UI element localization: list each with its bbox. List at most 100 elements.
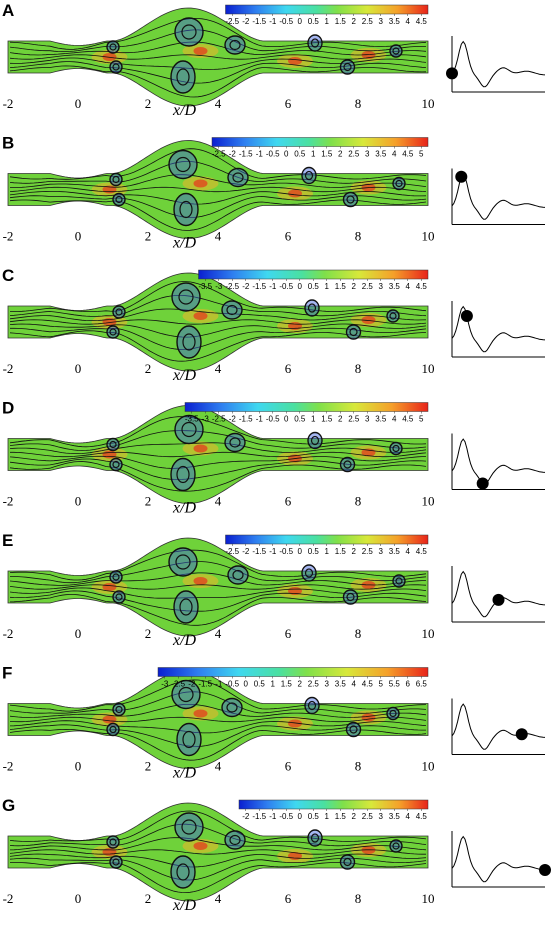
colorbar-tick-label: -2 bbox=[242, 547, 250, 556]
colorbar-tick-label: 1.5 bbox=[321, 150, 333, 159]
vortex-ring bbox=[392, 176, 406, 191]
x-tick-label: -2 bbox=[3, 361, 14, 376]
vortex-core bbox=[222, 301, 242, 319]
vortex-ring-inner bbox=[181, 421, 197, 438]
colorbar bbox=[198, 269, 429, 280]
streamline bbox=[9, 199, 427, 231]
waveform-phase-marker bbox=[492, 593, 505, 606]
streamline bbox=[9, 704, 427, 718]
vortex-ring-inner bbox=[310, 38, 320, 48]
colorbar-tick-label: 2 bbox=[352, 547, 357, 556]
streamline bbox=[9, 810, 427, 842]
colorbar-tick-label: 2 bbox=[338, 415, 343, 424]
vortex-ring-inner bbox=[392, 842, 400, 850]
x-tick-label: 10 bbox=[422, 361, 435, 376]
vortex-ring-inner bbox=[112, 573, 120, 581]
colorbar-tick-label: 3 bbox=[325, 680, 330, 689]
panel-g: G-2 0 2 4 6 8 10x/D-2 -1.5 -1 -0.5 0 0.5 1 1.5 2 2.5 3 3.… bbox=[2, 796, 551, 914]
x-tick-label: 6 bbox=[285, 229, 292, 244]
vortex-ring bbox=[168, 547, 198, 577]
vortex-ring bbox=[106, 835, 120, 849]
colorbar-tick-label: 1 bbox=[311, 150, 316, 159]
colorbar-tick-label: 4 bbox=[392, 150, 397, 159]
vessel-field bbox=[7, 537, 429, 637]
colorbar-tick-label: -3.5 bbox=[185, 415, 199, 424]
colorbar-tick-label: 4 bbox=[406, 547, 411, 556]
vortex-core bbox=[225, 36, 245, 54]
vortex-ring-inner bbox=[112, 460, 120, 469]
vortex-ring-inner bbox=[343, 857, 352, 867]
colorbar-tick-label: 0 bbox=[244, 680, 249, 689]
streamline bbox=[9, 679, 427, 712]
streamline bbox=[9, 590, 427, 612]
colorbar-tick-label: 6 bbox=[406, 680, 411, 689]
vortex-core bbox=[387, 310, 399, 322]
vortex-ring-inner bbox=[389, 709, 397, 718]
peak-velocity-core bbox=[102, 450, 117, 459]
colorbar-tick-label: -0.5 bbox=[279, 812, 293, 821]
streamline bbox=[9, 29, 426, 52]
streamline bbox=[9, 442, 427, 454]
colorbar-tick-label: 1.5 bbox=[335, 282, 347, 291]
colorbar-tick-label: 4 bbox=[392, 415, 397, 424]
vortex-core bbox=[302, 167, 316, 184]
colorbar-tick-label: -2 bbox=[229, 150, 237, 159]
colorbar-tick-label: -3 bbox=[202, 415, 210, 424]
peak-velocity-core bbox=[102, 848, 117, 856]
panel-f: F-2 0 2 4 6 8 10x/D-3 -2.5 -2 -1.5 -1 -0.5 0 0.5 1 1.5 2… bbox=[2, 664, 546, 782]
streamline bbox=[9, 319, 427, 325]
vortex-ring-inner bbox=[109, 43, 117, 51]
colorbar-tick-label: -0.5 bbox=[279, 282, 293, 291]
x-tick-label: -2 bbox=[3, 494, 14, 509]
streamline bbox=[9, 308, 427, 321]
colorbar-tick-label: -2 bbox=[188, 680, 196, 689]
peak-velocity-core bbox=[361, 713, 376, 722]
colorbar-tick-label: -1 bbox=[269, 547, 277, 556]
x-tick-label: 10 bbox=[422, 759, 435, 774]
vortex-core bbox=[175, 415, 203, 444]
vortex-ring-inner bbox=[349, 327, 358, 337]
vortex-core bbox=[172, 283, 200, 311]
colorbar-tick-label: 4.5 bbox=[416, 812, 428, 821]
vortex-ring bbox=[221, 697, 243, 718]
colorbar-tick-label: 3.5 bbox=[389, 282, 401, 291]
colorbar-tick-label: 2.5 bbox=[348, 415, 360, 424]
x-tick-label: 6 bbox=[285, 361, 292, 376]
colorbar bbox=[225, 534, 429, 545]
panel-label: G bbox=[2, 796, 15, 815]
vortex-ring-inner bbox=[175, 554, 191, 570]
vortex-core bbox=[346, 722, 361, 737]
colorbar-tick-label: -1.5 bbox=[239, 415, 253, 424]
colorbar-tick-label: 0 bbox=[298, 547, 303, 556]
colorbar-tick-label: -2.5 bbox=[225, 17, 239, 26]
x-tick-label: -2 bbox=[3, 759, 14, 774]
vortex-ring-inner bbox=[115, 705, 123, 714]
colorbar-tick-label: 1 bbox=[311, 415, 316, 424]
vortex-ring-inner bbox=[307, 303, 317, 313]
panel-label: A bbox=[2, 1, 14, 20]
vortex-ring bbox=[301, 564, 317, 582]
vortex-core bbox=[171, 856, 195, 888]
peak-velocity-core bbox=[361, 316, 376, 324]
vortex-ring-inner bbox=[112, 858, 120, 866]
colorbar-tick-label: 0.5 bbox=[308, 282, 320, 291]
vortex-ring bbox=[106, 40, 120, 54]
colorbar-tick-label: 3.5 bbox=[375, 415, 387, 424]
x-tick-label: 6 bbox=[285, 494, 292, 509]
x-tick-label: 0 bbox=[75, 891, 82, 906]
waveform-phase-marker bbox=[446, 67, 458, 80]
colorbar-tick-label: -2 bbox=[242, 812, 250, 821]
colorbar-tick-label: 4.5 bbox=[416, 282, 428, 291]
vortex-ring bbox=[168, 149, 198, 180]
colorbar-tick-label: 4 bbox=[406, 282, 411, 291]
vortex-ring-inner bbox=[229, 834, 241, 846]
panel-label: D bbox=[2, 399, 14, 418]
vortex-ring bbox=[170, 855, 196, 889]
colorbar-tick-label: -0.5 bbox=[225, 680, 239, 689]
streamline bbox=[9, 323, 427, 338]
streamline bbox=[9, 458, 427, 480]
colorbar-tick-label: -1 bbox=[256, 150, 264, 159]
colorbar-tick-label: 0.5 bbox=[308, 812, 320, 821]
waveform-curve bbox=[451, 835, 546, 883]
streamline bbox=[9, 57, 427, 70]
